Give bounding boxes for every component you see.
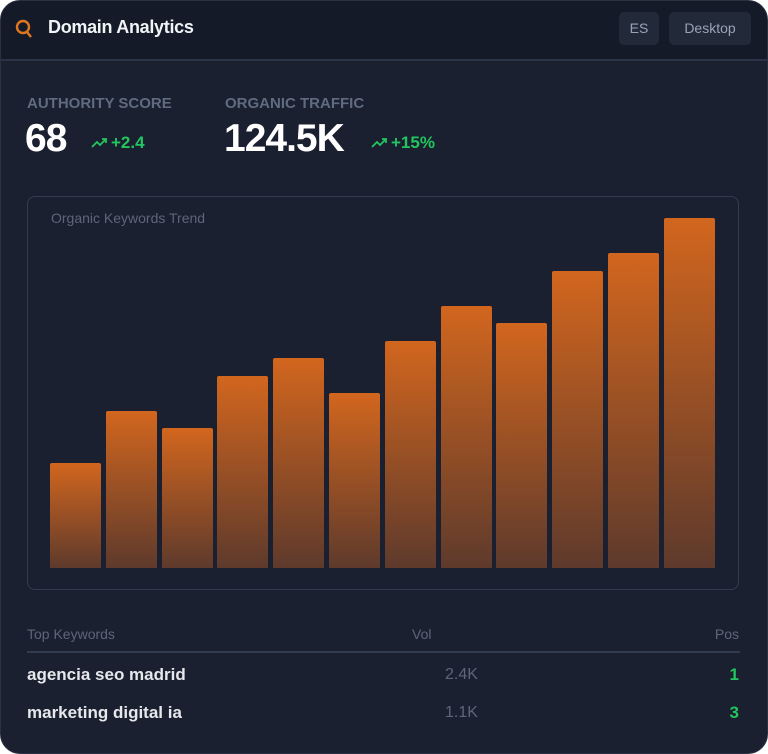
keyword-cell: marketing digital ia — [27, 703, 182, 722]
authority-score-delta: +2.4 — [91, 133, 145, 153]
keywords-trend-chart: Organic Keywords Trend — [27, 196, 739, 590]
bar — [217, 375, 269, 568]
bar — [105, 410, 157, 568]
col-header-pos: Pos — [714, 626, 739, 642]
traffic-delta-text: +15% — [391, 133, 435, 152]
bar — [496, 323, 548, 568]
vol-cell: 1.1K — [445, 704, 478, 721]
bar — [161, 428, 213, 568]
bar — [552, 270, 604, 568]
authority-score-value: 68 — [25, 117, 67, 160]
bar — [384, 340, 436, 568]
authority-score-label: AUTHORITY SCORE — [27, 95, 172, 112]
vol-cell: 2.4K — [445, 666, 478, 683]
language-button[interactable]: ES — [619, 12, 659, 45]
organic-traffic-label: ORGANIC TRAFFIC — [225, 95, 365, 112]
bar — [50, 463, 101, 568]
bar — [608, 253, 659, 568]
chart-title: Organic Keywords Trend — [51, 210, 206, 226]
divider — [27, 651, 740, 653]
col-header-keyword: Top Keywords — [27, 626, 115, 642]
search-icon — [15, 19, 32, 38]
organic-traffic-value: 124.5K — [224, 117, 345, 160]
bar — [440, 305, 492, 568]
page-title: Domain Analytics — [48, 17, 194, 37]
device-button[interactable]: Desktop — [669, 12, 751, 45]
pos-cell: 3 — [729, 703, 739, 722]
bar — [329, 393, 380, 568]
bar — [273, 358, 325, 568]
col-header-vol: Vol — [412, 626, 432, 642]
pos-cell: 1 — [729, 665, 739, 684]
authority-delta-text: +2.4 — [111, 133, 145, 152]
trend-up-icon — [371, 138, 387, 148]
keyword-cell: agencia seo madrid — [27, 665, 186, 684]
trend-up-icon — [91, 138, 107, 148]
header: Domain Analytics ES Desktop — [1, 1, 767, 61]
organic-traffic-delta: +15% — [371, 133, 435, 153]
bar — [663, 218, 715, 568]
